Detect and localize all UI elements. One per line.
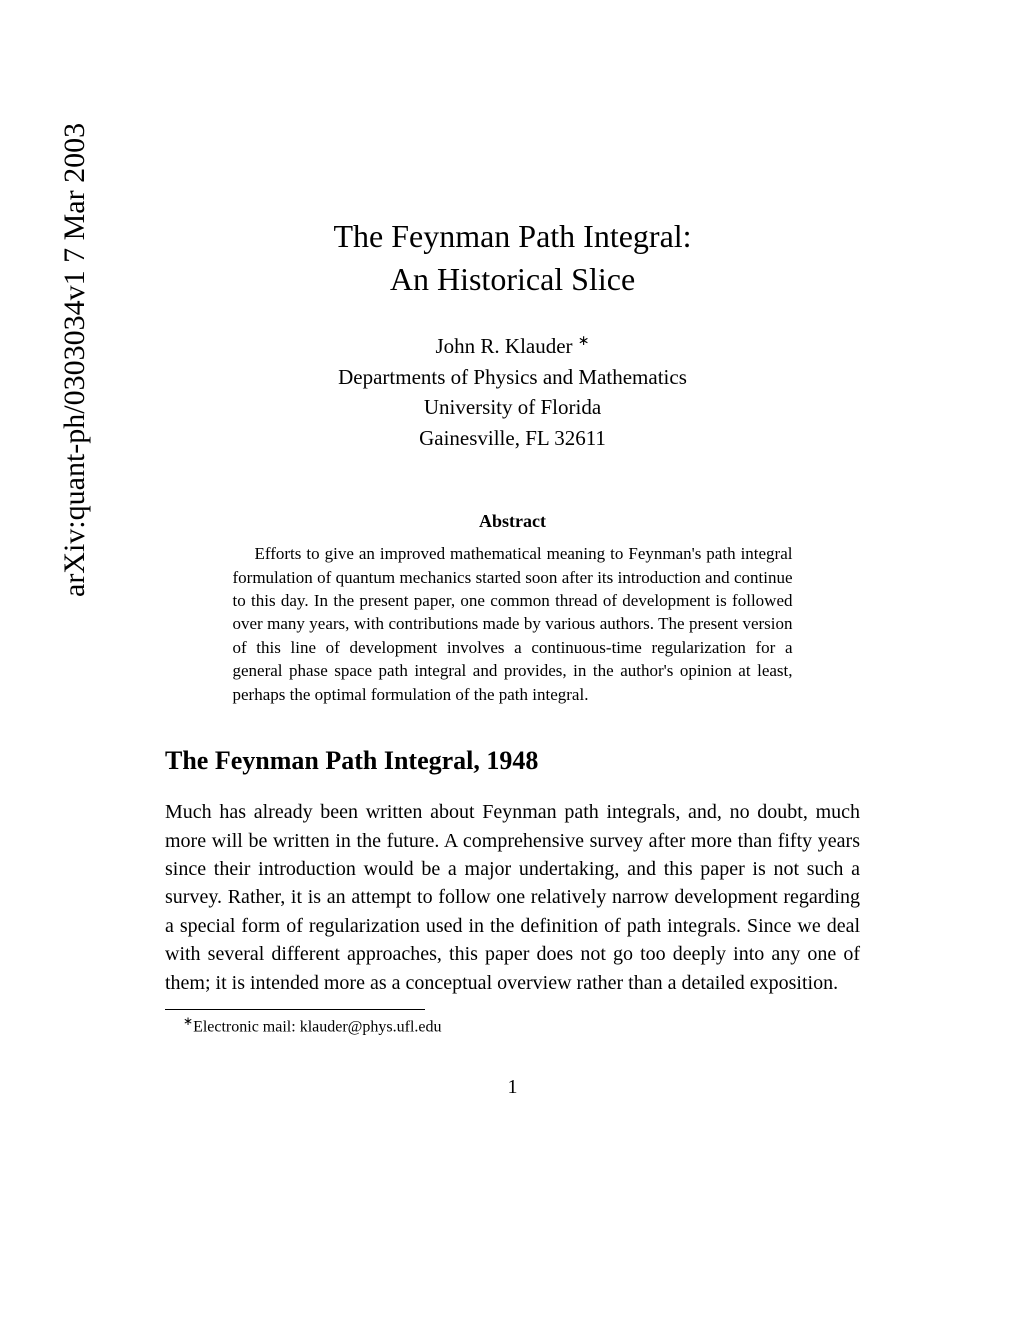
footnote: ∗Electronic mail: klauder@phys.ufl.edu: [165, 1014, 860, 1036]
abstract-heading: Abstract: [165, 511, 860, 532]
footnote-text: Electronic mail: klauder@phys.ufl.edu: [193, 1018, 441, 1035]
section-heading: The Feynman Path Integral, 1948: [165, 746, 860, 776]
body-paragraph: Much has already been written about Feyn…: [165, 798, 860, 997]
affiliation-line-3: Gainesville, FL 32611: [419, 426, 606, 450]
title-line-1: The Feynman Path Integral:: [333, 218, 691, 254]
paper-title: The Feynman Path Integral: An Historical…: [165, 215, 860, 301]
abstract-body: Efforts to give an improved mathematical…: [233, 542, 793, 706]
title-line-2: An Historical Slice: [390, 261, 635, 297]
author-footnote-marker: ∗: [578, 334, 590, 349]
abstract-text: Efforts to give an improved mathematical…: [233, 544, 793, 704]
author-block: John R. Klauder ∗ Departments of Physics…: [165, 331, 860, 453]
footnote-divider: [165, 1009, 425, 1010]
author-name: John R. Klauder: [435, 334, 577, 358]
page-content: The Feynman Path Integral: An Historical…: [165, 215, 860, 1099]
page-number: 1: [165, 1076, 860, 1099]
footnote-marker: ∗: [183, 1014, 193, 1028]
affiliation-line-1: Departments of Physics and Mathematics: [338, 365, 687, 389]
affiliation-line-2: University of Florida: [424, 395, 601, 419]
arxiv-identifier: arXiv:quant-ph/0303034v1 7 Mar 2003: [58, 123, 92, 597]
